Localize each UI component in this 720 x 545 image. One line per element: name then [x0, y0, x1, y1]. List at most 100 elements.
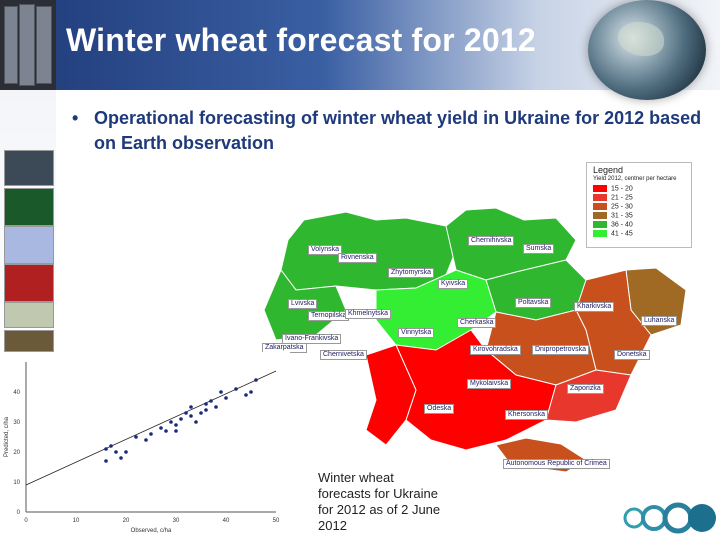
satellite-thumbnail — [4, 302, 54, 328]
region-label: Ternopilska — [308, 311, 350, 321]
legend-title: Legend — [593, 165, 624, 175]
legend-item: 31 - 35 — [593, 212, 633, 221]
y-tick-label: 10 — [13, 480, 20, 486]
region-label: Khersonska — [505, 410, 548, 420]
region-label: Ivano-Frankivska — [282, 334, 342, 344]
data-point — [189, 405, 193, 409]
data-point — [164, 429, 168, 433]
data-point — [199, 411, 203, 415]
data-point — [114, 450, 118, 454]
region-label: Zaporizka — [567, 384, 604, 394]
legend-subtitle: Yield 2012, centner per hectare — [593, 176, 677, 182]
map-region — [545, 369, 632, 423]
region-label: Lvivska — [288, 299, 318, 309]
data-point — [169, 420, 173, 424]
data-point — [179, 417, 183, 421]
data-point — [109, 444, 113, 448]
y-axis-label: Predicted, c/ha — [4, 416, 10, 457]
region-label: Dnipropetrovska — [532, 345, 589, 355]
legend-item: 25 - 30 — [593, 203, 633, 212]
legend-item: 36 - 40 — [593, 221, 633, 230]
region-label: Autonomous Republic of Crimea — [503, 459, 610, 469]
rings-logo-icon — [623, 502, 716, 534]
data-point — [149, 432, 153, 436]
data-point — [244, 393, 248, 397]
data-point — [119, 456, 123, 460]
region-label: Vinnytska — [398, 328, 435, 338]
region-label: Sumska — [523, 244, 555, 254]
bullet-icon: • — [72, 108, 79, 128]
region-label: Cherkaska — [457, 318, 497, 328]
map-region — [365, 344, 417, 446]
y-tick-label: 20 — [13, 450, 20, 456]
x-axis-label: Observed, c/ha — [131, 528, 172, 534]
map-caption: Winter wheat forecasts for Ukraine for 2… — [318, 470, 441, 533]
data-point — [234, 387, 238, 391]
region-label: Chernivetska — [320, 350, 367, 360]
region-label: Poltavska — [515, 298, 552, 308]
data-point — [104, 459, 108, 463]
satellite-thumbnail — [4, 264, 54, 302]
region-label: Luhanska — [641, 316, 678, 326]
data-point — [204, 402, 208, 406]
y-tick-label: 40 — [13, 390, 20, 396]
x-tick-label: 50 — [273, 518, 280, 524]
legend-swatch — [593, 194, 607, 201]
data-point — [134, 435, 138, 439]
y-tick-label: 30 — [13, 420, 20, 426]
legend-item: 15 - 20 — [593, 185, 633, 194]
legend-swatch — [593, 212, 607, 219]
satellite-thumbnail — [4, 330, 54, 352]
scatter-plot: 0 10 20 30 40 50 0 10 20 30 40 Observed, c/ha Predic… — [4, 362, 280, 534]
x-tick-label: 20 — [123, 518, 130, 524]
region-label: Khmelnytska — [345, 309, 392, 319]
data-point — [174, 429, 178, 433]
data-point — [159, 426, 163, 430]
region-label: Zhytomyrska — [388, 268, 435, 278]
bullet-text: Operational forecasting of winter wheat … — [94, 108, 702, 153]
x-tick-label: 0 — [24, 518, 28, 524]
satellite-thumbnail — [4, 188, 54, 226]
legend-swatch — [593, 221, 607, 228]
map-legend: Legend Yield 2012, centner per hectare 1… — [586, 162, 692, 248]
legend-swatch — [593, 185, 607, 192]
satellite-thumbnail — [4, 150, 54, 186]
region-label: Volynska — [308, 245, 343, 255]
scatter-plot-panel: 0 10 20 30 40 50 0 10 20 30 40 Observed, c/ha Predic… — [0, 352, 290, 540]
legend-item: 41 - 45 — [593, 230, 633, 239]
satellite-thumbnail — [4, 226, 54, 264]
earth-globe-icon — [588, 0, 706, 100]
legend-swatch — [593, 203, 607, 210]
region-label: Mykolaivska — [467, 379, 512, 389]
legend-item: 21 - 25 — [593, 194, 633, 203]
data-point — [224, 396, 228, 400]
data-point — [214, 405, 218, 409]
region-label: Kirovohradska — [470, 345, 521, 355]
data-point — [124, 450, 128, 454]
region-label: Odeska — [424, 404, 455, 414]
region-label: Donetska — [614, 350, 650, 360]
data-point — [204, 408, 208, 412]
data-point — [254, 378, 258, 382]
region-label: Kyivska — [438, 279, 469, 289]
region-label: Rivnenska — [338, 253, 377, 263]
x-tick-label: 30 — [173, 518, 180, 524]
slide-title: Winter wheat forecast for 2012 — [66, 22, 536, 58]
x-tick-label: 40 — [223, 518, 230, 524]
data-point — [184, 411, 188, 415]
sidebar-thumbnails — [0, 90, 56, 352]
data-point — [144, 438, 148, 442]
data-point — [189, 414, 193, 418]
data-point — [194, 420, 198, 424]
server-rack-photo — [0, 0, 56, 90]
region-label: Kharkivska — [574, 302, 615, 312]
y-tick-label: 0 — [17, 510, 21, 516]
x-tick-label: 10 — [73, 518, 80, 524]
legend-swatch — [593, 230, 607, 237]
data-point — [209, 399, 213, 403]
data-point — [174, 423, 178, 427]
fit-line — [25, 370, 277, 486]
data-point — [219, 390, 223, 394]
data-point — [249, 390, 253, 394]
region-label: Chernihivska — [468, 236, 515, 246]
